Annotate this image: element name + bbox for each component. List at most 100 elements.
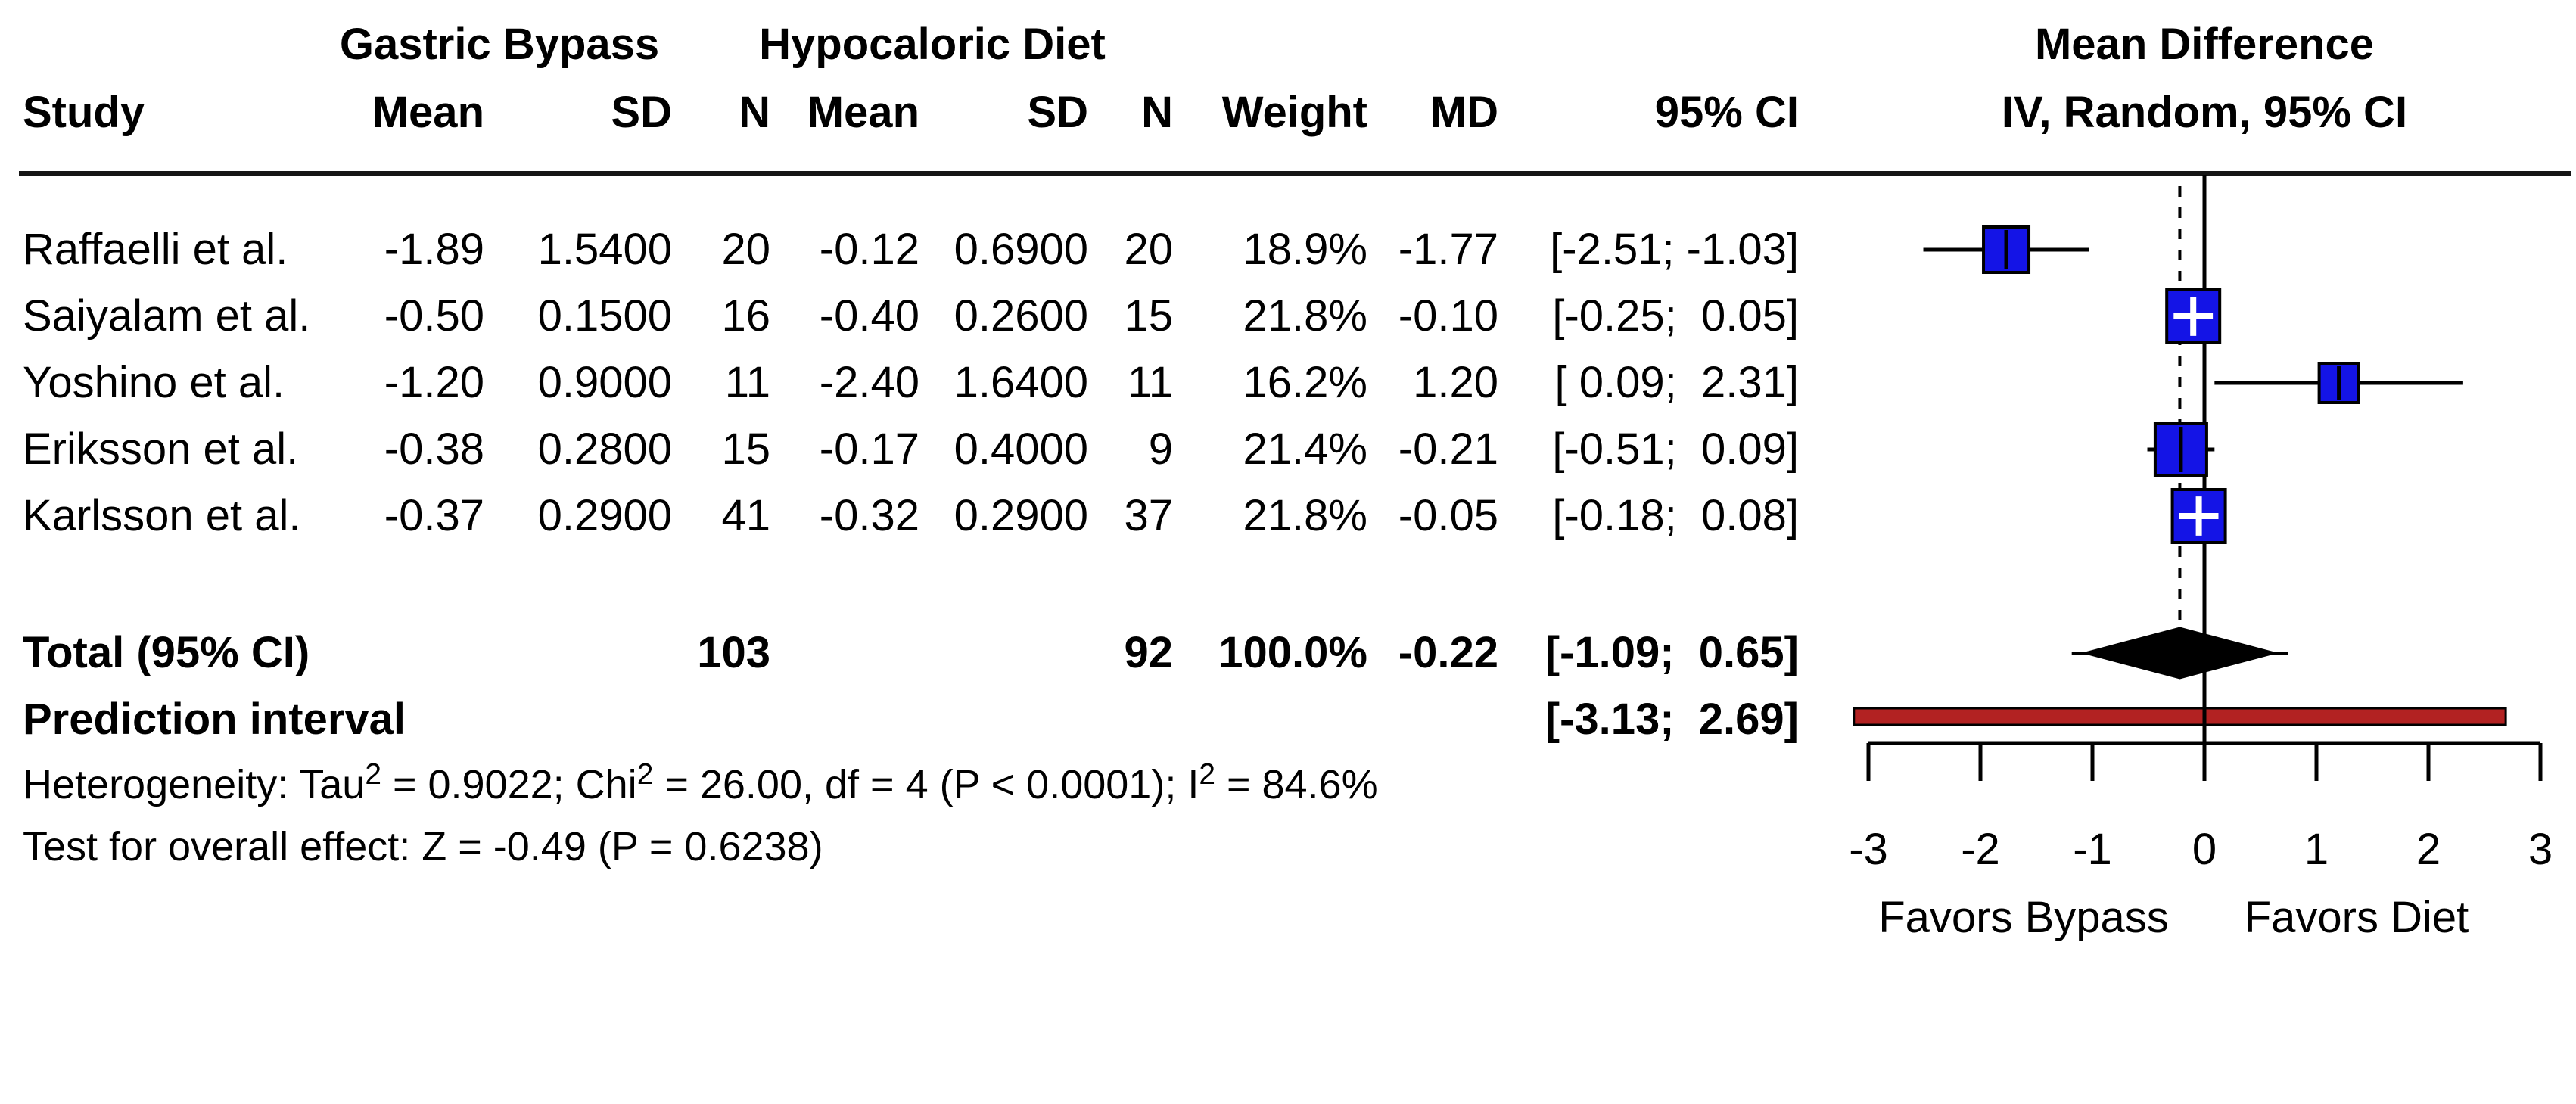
group-header-hypocaloric-diet: Hypocaloric Diet [759,20,1106,69]
study-name: Saiyalam et al. [23,291,311,341]
ci-cell: [-0.51; 0.09] [1552,424,1799,474]
favors-right-label: Favors Diet [2244,893,2469,942]
col-header-hd-sd: SD [1027,88,1088,137]
md-cell: -0.10 [1398,291,1498,341]
gb-sd-cell: 0.2900 [537,491,672,540]
axis-tick-label: 0 [2192,825,2217,874]
hd-n-cell: 9 [1148,424,1173,474]
prediction-interval-row: Prediction interval [-3.13; 2.69] [0,692,1862,748]
superscript: 2 [1199,757,1215,791]
col-header-hd-mean: Mean [807,88,919,137]
study-row: Saiyalam et al. -0.50 0.1500 16 -0.40 0.… [0,288,1862,344]
superscript: 2 [636,757,654,791]
axis-tick-label: -2 [1961,825,2000,874]
col-header-md: MD [1430,88,1498,137]
hd-mean-cell: -0.12 [819,225,919,274]
gb-n-cell: 20 [721,225,770,274]
hd-sd-cell: 0.6900 [954,225,1088,274]
axis-tick-label: 3 [2528,825,2553,874]
heterogeneity-segment: = 0.9022; Chi [381,762,637,807]
hd-mean-cell: -0.40 [819,291,919,341]
effect-header-line1: Mean Difference [2034,20,2375,69]
study-row: Yoshino et al. -1.20 0.9000 11 -2.40 1.6… [0,355,1862,411]
heterogeneity-segment: = 26.00, df = 4 (P < 0.0001); I [653,762,1199,807]
gb-n-cell: 16 [721,291,770,341]
study-row: Eriksson et al. -0.38 0.2800 15 -0.17 0.… [0,421,1862,477]
ci-cell: [ 0.09; 2.31] [1554,358,1799,407]
prediction-interval-bar [1853,707,2507,726]
ci-cell: [-2.51; -1.03] [1550,225,1799,274]
hd-n-cell: 37 [1124,491,1173,540]
hd-n-cell: 15 [1124,291,1173,341]
total-ci: [-1.09; 0.65] [1545,628,1799,677]
hd-sd-cell: 1.6400 [954,358,1088,407]
gb-mean-cell: -1.20 [384,358,484,407]
total-md: -0.22 [1398,628,1498,677]
gb-mean-cell: -0.37 [384,491,484,540]
hd-mean-cell: -0.17 [819,424,919,474]
axis-tick-label: -3 [1849,825,1888,874]
axis-tick-label: 1 [2304,825,2329,874]
prediction-label: Prediction interval [23,695,406,744]
hd-n-cell: 11 [1127,358,1173,407]
heterogeneity-segment: Heterogeneity: Tau [23,762,366,807]
ci-cell: [-0.18; 0.08] [1552,491,1799,540]
weight-cell: 18.9% [1243,225,1367,274]
total-row: Total (95% CI) 103 92 100.0% -0.22 [-1.0… [0,625,1862,681]
hd-sd-cell: 0.4000 [954,424,1088,474]
study-name: Yoshino et al. [23,358,285,407]
weight-cell: 21.8% [1243,291,1367,341]
md-cell: -1.77 [1398,225,1498,274]
md-cell: -0.21 [1398,424,1498,474]
heterogeneity-text: Heterogeneity: Tau2 = 0.9022; Chi2 = 26.… [23,757,1378,813]
gb-n-cell: 41 [721,491,770,540]
hd-n-cell: 20 [1124,225,1173,274]
gb-mean-cell: -0.50 [384,291,484,341]
group-header-gastric-bypass: Gastric Bypass [339,20,660,69]
axis-tick-label: 2 [2416,825,2441,874]
hd-sd-cell: 0.2600 [954,291,1088,341]
study-row: Raffaelli et al. -1.89 1.5400 20 -0.12 0… [0,222,1862,278]
gb-sd-cell: 0.2800 [537,424,672,474]
hd-mean-cell: -0.32 [819,491,919,540]
gb-sd-cell: 0.1500 [537,291,672,341]
pooled-effect-diamond [2080,627,2279,680]
total-weight: 100.0% [1218,628,1367,677]
study-row: Karlsson et al. -0.37 0.2900 41 -0.32 0.… [0,488,1862,544]
axis-tick-label: -1 [2073,825,2112,874]
total-label: Total (95% CI) [23,628,310,677]
col-header-ci: 95% CI [1654,88,1799,137]
effect-header-line2: IV, Random, 95% CI [2001,88,2408,137]
gb-n-cell: 15 [721,424,770,474]
column-header-row: Study Mean SD N Mean SD N Weight MD 95% … [0,85,1862,141]
ci-cell: [-0.25; 0.05] [1552,291,1799,341]
weight-cell: 21.4% [1243,424,1367,474]
col-header-hd-n: N [1141,88,1173,137]
favors-left-label: Favors Bypass [1878,893,2169,942]
col-header-study: Study [23,88,145,137]
col-header-gb-n: N [739,88,770,137]
header-rule [19,171,2571,176]
study-name: Raffaelli et al. [23,225,288,274]
study-name: Eriksson et al. [23,424,299,474]
forest-plot-canvas [1853,175,2543,781]
md-cell: -0.05 [1398,491,1498,540]
gb-sd-cell: 1.5400 [537,225,672,274]
heterogeneity-segment: = 84.6% [1215,762,1378,807]
prediction-ci: [-3.13; 2.69] [1545,695,1799,744]
overall-effect-test-text: Test for overall effect: Z = -0.49 (P = … [23,824,823,869]
gb-mean-cell: -1.89 [384,225,484,274]
weight-cell: 21.8% [1243,491,1367,540]
gb-mean-cell: -0.38 [384,424,484,474]
study-name: Karlsson et al. [23,491,301,540]
col-header-gb-sd: SD [611,88,672,137]
col-header-gb-mean: Mean [372,88,484,137]
md-cell: 1.20 [1413,358,1498,407]
total-hd-n: 92 [1124,628,1173,677]
col-header-weight: Weight [1221,88,1367,137]
gb-n-cell: 11 [724,358,770,407]
superscript: 2 [365,757,381,791]
hd-mean-cell: -2.40 [819,358,919,407]
total-gb-n: 103 [697,628,770,677]
gb-sd-cell: 0.9000 [537,358,672,407]
